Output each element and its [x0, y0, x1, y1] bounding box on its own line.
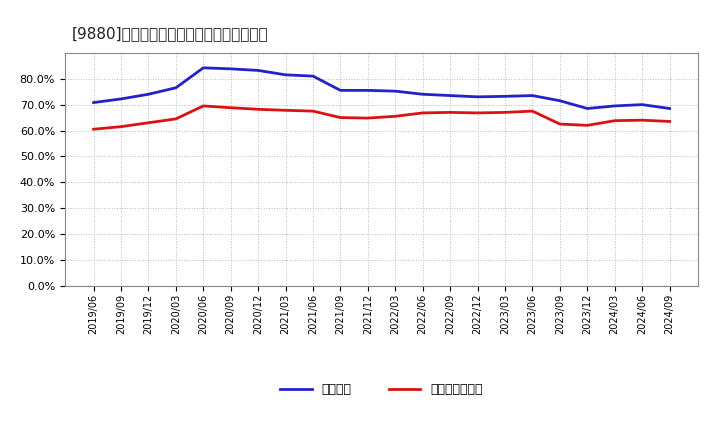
固定比率: [473, 94, 482, 99]
固定比率: [528, 93, 537, 98]
固定比率: [117, 96, 125, 102]
固定比率: [171, 85, 180, 90]
固定長期適合率: [418, 110, 427, 116]
固定長期適合率: [500, 110, 509, 115]
固定比率: [89, 100, 98, 105]
固定比率: [336, 88, 345, 93]
固定比率: [500, 94, 509, 99]
固定長期適合率: [144, 120, 153, 125]
固定比率: [364, 88, 372, 93]
固定比率: [638, 102, 647, 107]
固定比率: [199, 65, 207, 70]
固定比率: [418, 92, 427, 97]
固定長期適合率: [638, 117, 647, 123]
固定長期適合率: [364, 115, 372, 121]
固定長期適合率: [665, 119, 674, 124]
固定長期適合率: [117, 124, 125, 129]
固定長期適合率: [199, 103, 207, 109]
固定長期適合率: [391, 114, 400, 119]
固定長期適合率: [611, 118, 619, 123]
固定長期適合率: [556, 121, 564, 127]
固定長期適合率: [446, 110, 454, 115]
固定比率: [226, 66, 235, 72]
Text: [9880]　固定比率、固定長期適合率の推移: [9880] 固定比率、固定長期適合率の推移: [72, 26, 269, 41]
固定比率: [309, 73, 318, 79]
固定長期適合率: [309, 108, 318, 114]
Line: 固定長期適合率: 固定長期適合率: [94, 106, 670, 129]
固定比率: [611, 103, 619, 109]
Line: 固定比率: 固定比率: [94, 68, 670, 109]
固定比率: [254, 68, 263, 73]
固定長期適合率: [528, 108, 537, 114]
固定比率: [282, 72, 290, 77]
固定長期適合率: [254, 106, 263, 112]
固定長期適合率: [473, 110, 482, 116]
固定長期適合率: [89, 127, 98, 132]
固定長期適合率: [282, 108, 290, 113]
固定長期適合率: [226, 105, 235, 110]
固定比率: [583, 106, 592, 111]
固定長期適合率: [171, 116, 180, 121]
固定長期適合率: [583, 123, 592, 128]
Legend: 固定比率, 固定長期適合率: 固定比率, 固定長期適合率: [275, 378, 488, 401]
固定比率: [665, 106, 674, 111]
固定比率: [144, 92, 153, 97]
固定比率: [391, 88, 400, 94]
固定比率: [446, 93, 454, 98]
固定長期適合率: [336, 115, 345, 120]
固定比率: [556, 98, 564, 103]
